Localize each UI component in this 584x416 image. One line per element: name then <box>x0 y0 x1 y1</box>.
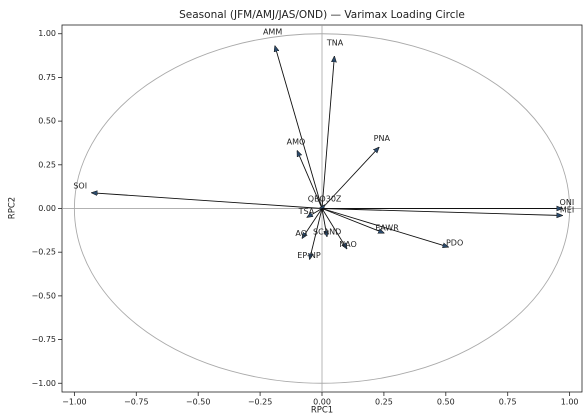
y-tick-label: 0.50 <box>38 117 56 126</box>
y-tick-label: 0.00 <box>38 204 56 213</box>
y-axis-label: RPC2 <box>8 197 18 219</box>
loading-arrow <box>321 208 562 216</box>
arrow-label: PDO <box>446 238 463 247</box>
y-tick-label: −1.00 <box>31 379 56 388</box>
x-tick-label: 0.25 <box>375 398 393 407</box>
arrow-label: ONI <box>560 198 575 207</box>
loading-arrow <box>321 208 347 249</box>
loading-arrow <box>321 208 448 247</box>
arrow-label: TNA <box>326 38 344 47</box>
arrow-label: MEI <box>560 205 574 214</box>
x-axis-label: RPC1 <box>311 406 333 416</box>
loading-arrow <box>322 205 324 208</box>
x-tick-label: 0.00 <box>313 398 331 407</box>
x-tick-label: 0.50 <box>437 398 455 407</box>
y-tick-label: −0.75 <box>31 335 56 344</box>
x-tick-label: −0.25 <box>248 398 273 407</box>
y-tick-label: 0.75 <box>38 73 56 82</box>
arrow-label: EP-NP <box>297 251 321 260</box>
y-tick-label: 1.00 <box>38 29 56 38</box>
loading-arrow <box>321 147 379 209</box>
loading-arrow <box>275 46 323 209</box>
loading-arrow <box>307 208 323 218</box>
loading-arrow <box>321 56 334 209</box>
loading-arrow <box>297 151 323 209</box>
x-tick-label: −0.50 <box>186 398 211 407</box>
loading-arrow <box>321 208 327 237</box>
x-tick-label: −1.00 <box>62 398 87 407</box>
loading-arrow <box>302 208 323 239</box>
arrow-label: SCAND <box>313 227 341 236</box>
x-tick-label: −0.75 <box>124 398 149 407</box>
x-tick-label: 1.00 <box>561 398 579 407</box>
arrow-label: TSA <box>298 207 315 216</box>
y-tick-label: 0.25 <box>38 160 56 169</box>
loading-arrow <box>310 208 323 260</box>
y-tick-label: −0.50 <box>31 291 56 300</box>
arrow-label: PNA <box>374 134 391 143</box>
loading-arrow <box>321 208 384 233</box>
arrow-label: AO <box>295 229 307 238</box>
chart-title: Seasonal (JFM/AMJ/JAS/OND) — Varimax Loa… <box>179 9 465 21</box>
arrow-label: NAO <box>339 240 357 249</box>
x-tick-label: 0.75 <box>499 398 517 407</box>
arrow-label: SOI <box>73 181 87 190</box>
arrow-label: AMO <box>287 137 306 146</box>
y-tick-label: −0.25 <box>31 248 56 257</box>
arrow-label: QBO30Z <box>308 194 342 203</box>
loading-arrow <box>92 193 323 209</box>
arrow-label: AMM <box>263 27 282 36</box>
unit-circle <box>73 33 571 384</box>
